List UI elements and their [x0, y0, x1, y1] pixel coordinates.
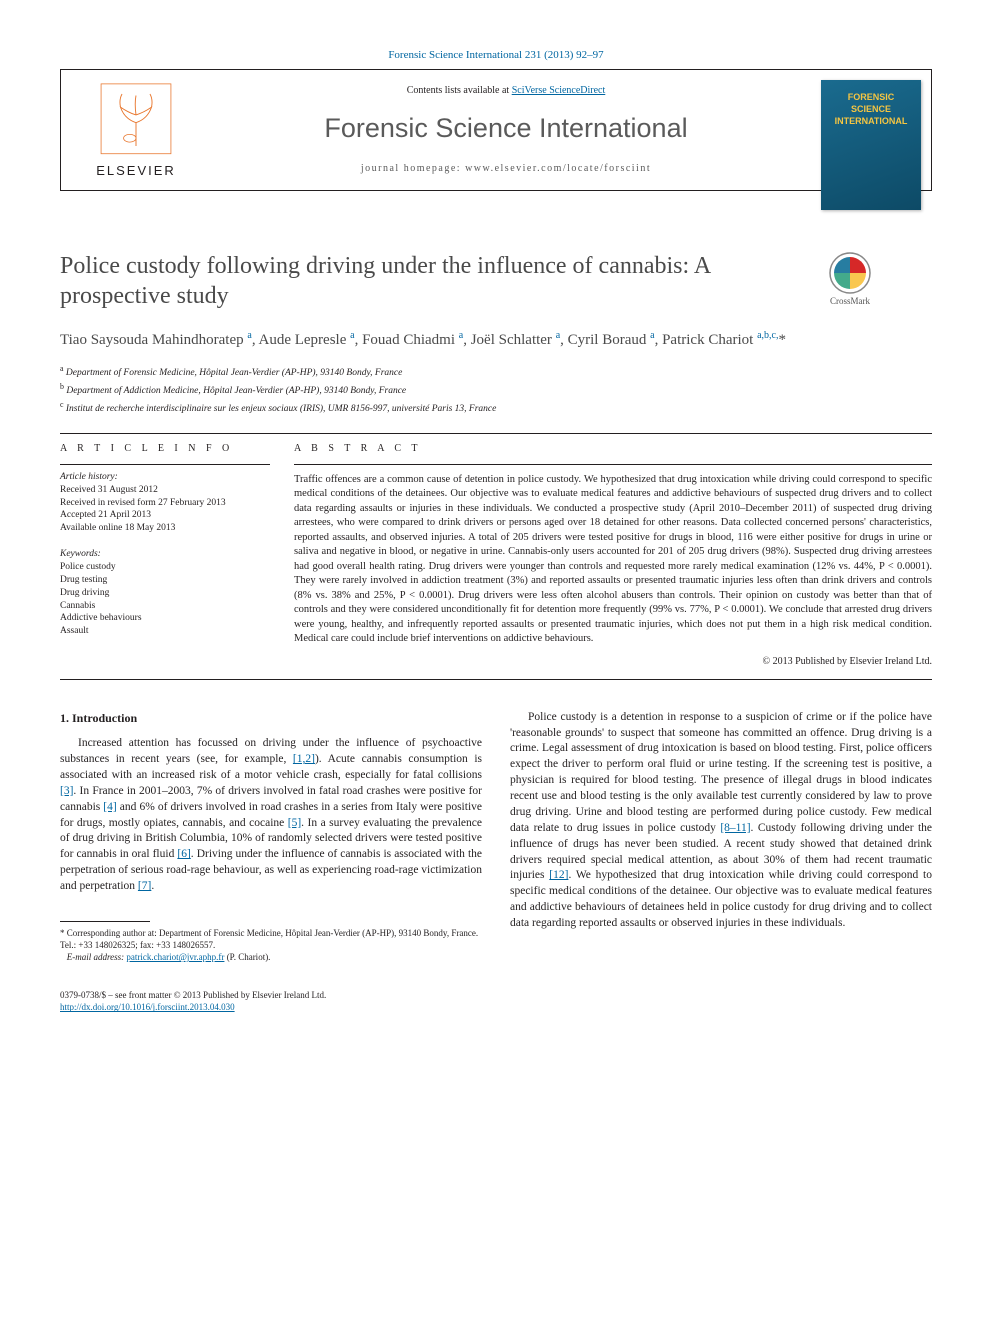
- article-title: Police custody following driving under t…: [60, 251, 932, 311]
- abstract-column: A B S T R A C T Traffic offences are a c…: [294, 442, 932, 669]
- sciencedirect-link[interactable]: SciVerse ScienceDirect: [512, 85, 606, 96]
- authors-line: Tiao Saysouda Mahindhoratep a, Aude Lepr…: [60, 329, 932, 351]
- ref-4[interactable]: [4]: [103, 801, 116, 813]
- ref-5[interactable]: [5]: [288, 817, 301, 829]
- body-right-column: Police custody is a detention in respons…: [510, 710, 932, 1014]
- affiliations: a Department of Forensic Medicine, Hôpit…: [60, 363, 932, 417]
- keywords-label: Keywords:: [60, 549, 101, 559]
- issn-copyright-line: 0379-0738/$ – see front matter © 2013 Pu…: [60, 989, 482, 1001]
- article-history-label: Article history:: [60, 472, 118, 482]
- intro-paragraph-1: Increased attention has focussed on driv…: [60, 736, 482, 895]
- abstract-text: Traffic offences are a common cause of d…: [294, 473, 932, 647]
- ref-8-11[interactable]: [8–11]: [720, 822, 750, 834]
- journal-cover-text: FORENSICSCIENCEINTERNATIONAL: [835, 92, 908, 127]
- doi-link[interactable]: http://dx.doi.org/10.1016/j.forsciint.20…: [60, 1002, 235, 1012]
- contents-lists-line: Contents lists available at SciVerse Sci…: [221, 84, 791, 98]
- rule-above-abstract: [60, 433, 932, 434]
- elsevier-tree-icon: [96, 80, 176, 158]
- article-info-column: A R T I C L E I N F O Article history: R…: [60, 442, 270, 669]
- email-link[interactable]: patrick.chariot@jvr.aphp.fr: [126, 952, 224, 962]
- keywords-list: Police custodyDrug testingDrug drivingCa…: [60, 561, 270, 638]
- abstract-copyright: © 2013 Published by Elsevier Ireland Ltd…: [294, 655, 932, 669]
- crossmark-icon: [828, 251, 872, 295]
- journal-name: Forensic Science International: [221, 110, 791, 148]
- intro-paragraph-2: Police custody is a detention in respons…: [510, 710, 932, 932]
- journal-reference[interactable]: Forensic Science International 231 (2013…: [60, 48, 932, 63]
- corresponding-author-footnote: * Corresponding author at: Department of…: [60, 927, 482, 951]
- ref-12[interactable]: [12]: [549, 869, 568, 881]
- ref-7[interactable]: [7]: [138, 880, 151, 892]
- article-info-heading: A R T I C L E I N F O: [60, 442, 270, 456]
- ref-3[interactable]: [3]: [60, 785, 73, 797]
- bottom-metadata: 0379-0738/$ – see front matter © 2013 Pu…: [60, 989, 482, 1013]
- elsevier-logo-text: ELSEVIER: [96, 162, 176, 180]
- journal-cover-thumbnail[interactable]: FORENSICSCIENCEINTERNATIONAL: [821, 80, 921, 210]
- email-footnote: E-mail address: patrick.chariot@jvr.aphp…: [60, 951, 482, 963]
- ref-1-2[interactable]: [1,2]: [293, 753, 315, 765]
- contents-prefix: Contents lists available at: [407, 85, 512, 96]
- crossmark-badge[interactable]: CrossMark: [828, 251, 872, 308]
- homepage-prefix: journal homepage:: [361, 163, 465, 174]
- crossmark-label: CrossMark: [830, 295, 870, 308]
- article-history-lines: Received 31 August 2012Received in revis…: [60, 484, 270, 535]
- footnote-rule: [60, 921, 150, 922]
- journal-header: ELSEVIER Contents lists available at Sci…: [60, 69, 932, 191]
- body-left-column: 1. Introduction Increased attention has …: [60, 710, 482, 1014]
- homepage-url[interactable]: www.elsevier.com/locate/forsciint: [465, 163, 651, 174]
- rule-below-abstract: [60, 679, 932, 680]
- elsevier-logo[interactable]: ELSEVIER: [71, 80, 201, 180]
- email-label: E-mail address:: [67, 952, 127, 962]
- email-suffix: (P. Chariot).: [224, 952, 270, 962]
- journal-homepage-line: journal homepage: www.elsevier.com/locat…: [221, 162, 791, 176]
- introduction-heading: 1. Introduction: [60, 710, 482, 727]
- abstract-heading: A B S T R A C T: [294, 442, 932, 456]
- ref-6[interactable]: [6]: [177, 848, 190, 860]
